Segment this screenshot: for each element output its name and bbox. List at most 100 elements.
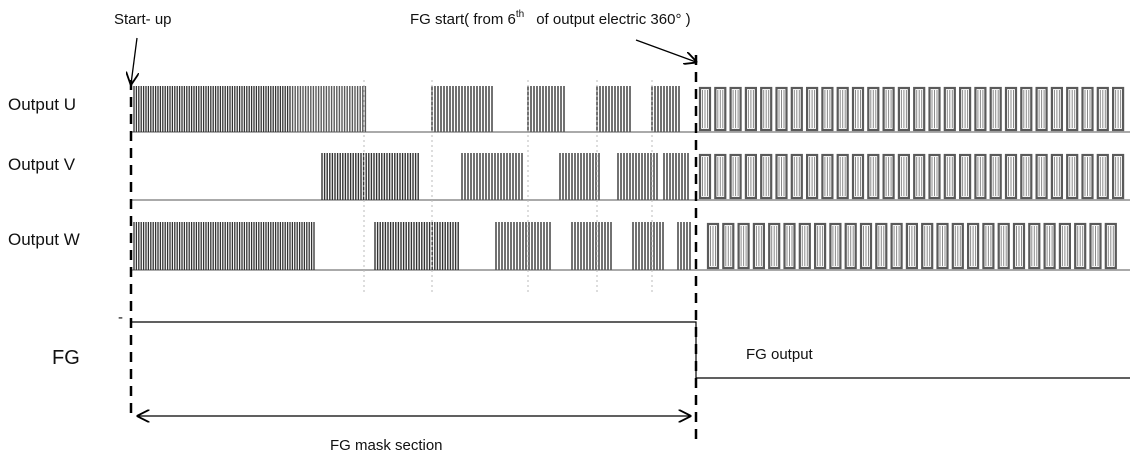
output-w-pulse-fill bbox=[985, 226, 992, 266]
output-v-pulse-fill bbox=[839, 157, 846, 196]
output-u-pulse bbox=[1111, 86, 1125, 132]
output-v-pulse bbox=[744, 153, 758, 200]
startup-label: Start- up bbox=[114, 11, 172, 28]
output-u-burst bbox=[431, 86, 493, 132]
output-v-pulse-fill bbox=[1069, 157, 1076, 196]
output-v-pulse bbox=[1096, 153, 1109, 200]
output-v-pulse bbox=[775, 153, 788, 200]
output-u-pulse-fill bbox=[962, 90, 969, 128]
output-v-pulse-fill bbox=[1053, 157, 1060, 196]
output-u-pulse-fill bbox=[885, 90, 892, 128]
output-w-pulse-fill bbox=[1107, 226, 1114, 266]
output-w-pulse bbox=[951, 222, 964, 270]
output-w-pulse bbox=[982, 222, 995, 270]
output-v-pulse bbox=[882, 153, 895, 200]
output-w-pulse-fill bbox=[924, 226, 931, 266]
output-v-pulse-fill bbox=[763, 157, 770, 196]
output-v-burst bbox=[663, 153, 689, 200]
output-u-burst bbox=[289, 86, 367, 132]
output-v-pulse bbox=[897, 153, 911, 200]
output-w-pulse-fill bbox=[832, 226, 839, 266]
fg-output-label: FG output bbox=[746, 346, 814, 363]
output-v-pulse-fill bbox=[992, 157, 999, 196]
output-w-pulse-fill bbox=[1077, 226, 1084, 266]
output-u-pulse bbox=[1035, 86, 1048, 132]
output-u-pulse-fill bbox=[717, 90, 724, 128]
output-v-pulse bbox=[698, 153, 712, 200]
output-w-burst bbox=[495, 222, 551, 270]
output-v-pulse-fill bbox=[1084, 157, 1091, 196]
output-v-pulse bbox=[1066, 153, 1079, 200]
output-v-pulse bbox=[714, 153, 727, 200]
output-v-pulse-fill bbox=[885, 157, 892, 196]
output-u-pulse-fill bbox=[1023, 90, 1030, 128]
output-u-pulse bbox=[1050, 86, 1064, 132]
output-v-pulse bbox=[1050, 153, 1064, 200]
output-w-burst bbox=[677, 222, 691, 270]
output-u-pulse-fill bbox=[747, 90, 754, 128]
output-v-pulse bbox=[1020, 153, 1033, 200]
minus-mark: - bbox=[118, 309, 123, 326]
output-v-pulse-fill bbox=[793, 157, 800, 196]
output-u-burst bbox=[651, 86, 680, 132]
output-u-waveform bbox=[132, 86, 1130, 133]
fg-start-text-prefix: FG start( from 6 bbox=[410, 11, 516, 28]
output-u-pulse bbox=[805, 86, 819, 132]
output-u-pulse-fill bbox=[778, 90, 785, 128]
output-v-pulse bbox=[958, 153, 972, 200]
output-w-burst bbox=[632, 222, 664, 270]
output-u-pulse-fill bbox=[793, 90, 800, 128]
output-u-pulse-fill bbox=[900, 90, 907, 128]
output-w-pulse bbox=[737, 222, 750, 270]
output-v-pulse-fill bbox=[870, 157, 877, 196]
output-u-pulse bbox=[775, 86, 788, 132]
output-u-pulse-fill bbox=[1008, 90, 1014, 128]
output-v-pulse bbox=[1111, 153, 1125, 200]
output-w-pulse-fill bbox=[893, 226, 900, 266]
output-v-pulse bbox=[821, 153, 834, 200]
output-w-pulse bbox=[936, 222, 949, 270]
output-u-pulse-fill bbox=[1115, 90, 1122, 128]
output-w-pulse-fill bbox=[1046, 226, 1053, 266]
output-w-pulse bbox=[1089, 222, 1102, 270]
output-u-pulse-fill bbox=[1069, 90, 1076, 128]
output-u-pulse bbox=[760, 86, 773, 132]
fg-start-arrow bbox=[635, 39, 696, 62]
output-w-pulse bbox=[1074, 222, 1087, 270]
output-v-pulse-fill bbox=[1038, 157, 1045, 196]
output-w-pulse-fill bbox=[1000, 226, 1007, 266]
output-w-label: Output W bbox=[8, 230, 80, 249]
output-u-pulse-fill bbox=[824, 90, 831, 128]
output-v-pulse bbox=[943, 153, 956, 200]
phase-guide-lines bbox=[363, 80, 653, 292]
output-v-pulse bbox=[867, 153, 880, 200]
output-w-pulse bbox=[768, 222, 781, 270]
output-u-burst bbox=[133, 86, 291, 132]
output-u-burst bbox=[527, 86, 565, 132]
output-v-pulse-fill bbox=[1099, 157, 1106, 196]
fg-mask-label: FG mask section bbox=[330, 437, 443, 454]
output-w-pulse bbox=[1043, 222, 1056, 270]
output-u-pulse-fill bbox=[977, 90, 984, 128]
output-w-pulse-fill bbox=[1016, 226, 1022, 266]
output-u-pulse bbox=[714, 86, 727, 132]
output-v-pulse bbox=[805, 153, 819, 200]
output-u-pulse bbox=[1066, 86, 1079, 132]
output-u-label: Output U bbox=[8, 95, 76, 114]
output-w-pulse-fill bbox=[1031, 226, 1038, 266]
output-v-pulse-fill bbox=[1008, 157, 1014, 196]
output-u-pulse bbox=[1081, 86, 1094, 132]
output-v-pulse-fill bbox=[1115, 157, 1122, 196]
output-w-pulse-fill bbox=[817, 226, 824, 266]
output-w-pulse-fill bbox=[908, 226, 915, 266]
output-u-pulse-fill bbox=[1099, 90, 1106, 128]
output-v-pulse-fill bbox=[962, 157, 969, 196]
output-v-pulse bbox=[928, 153, 941, 200]
output-u-pulse-fill bbox=[1084, 90, 1091, 128]
output-u-pulse bbox=[943, 86, 956, 132]
output-v-pulse bbox=[1004, 153, 1018, 200]
output-u-pulse bbox=[698, 86, 712, 132]
output-w-pulse bbox=[859, 222, 873, 270]
output-w-pulse-fill bbox=[878, 226, 885, 266]
output-w-pulse-fill bbox=[847, 226, 854, 266]
